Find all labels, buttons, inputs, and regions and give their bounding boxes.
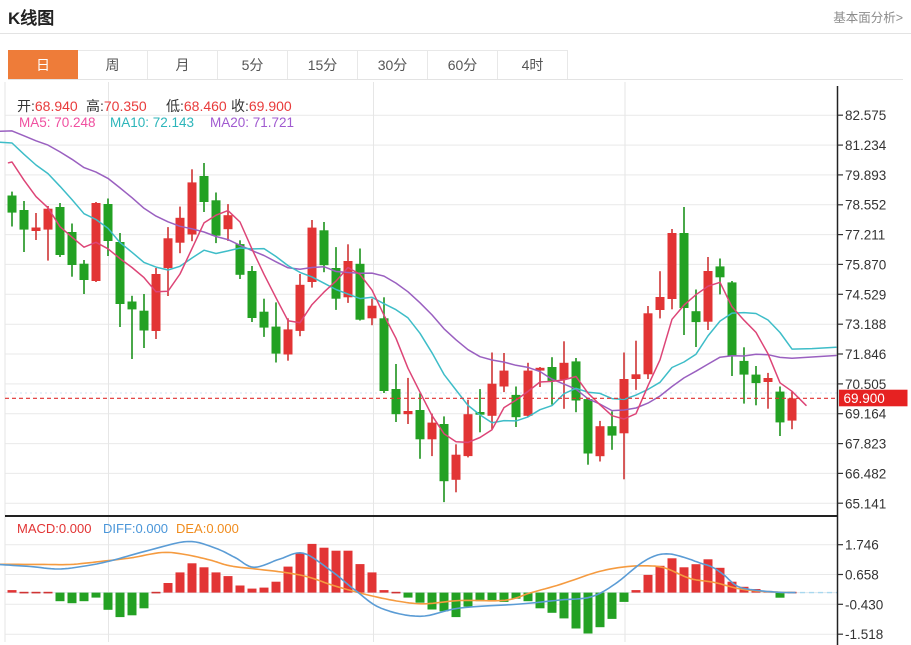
svg-text:-1.518: -1.518 (845, 627, 883, 642)
svg-text:66.482: 66.482 (845, 466, 886, 481)
svg-text:81.234: 81.234 (845, 138, 887, 153)
svg-text:77.211: 77.211 (845, 228, 885, 243)
svg-text:67.823: 67.823 (845, 437, 886, 452)
svg-text:1.746: 1.746 (845, 538, 879, 553)
svg-text:65.141: 65.141 (845, 496, 886, 511)
svg-text:69.164: 69.164 (845, 407, 887, 422)
svg-text:70.505: 70.505 (845, 377, 886, 392)
svg-text:0.658: 0.658 (845, 568, 879, 583)
svg-text:82.575: 82.575 (845, 108, 886, 123)
svg-text:79.893: 79.893 (845, 168, 886, 183)
svg-text:71.846: 71.846 (845, 347, 886, 362)
svg-text:75.870: 75.870 (845, 257, 886, 272)
svg-text:73.188: 73.188 (845, 317, 886, 332)
svg-text:78.552: 78.552 (845, 198, 886, 213)
svg-text:69.900: 69.900 (844, 391, 885, 406)
svg-text:-0.430: -0.430 (845, 597, 883, 612)
svg-text:74.529: 74.529 (845, 287, 886, 302)
